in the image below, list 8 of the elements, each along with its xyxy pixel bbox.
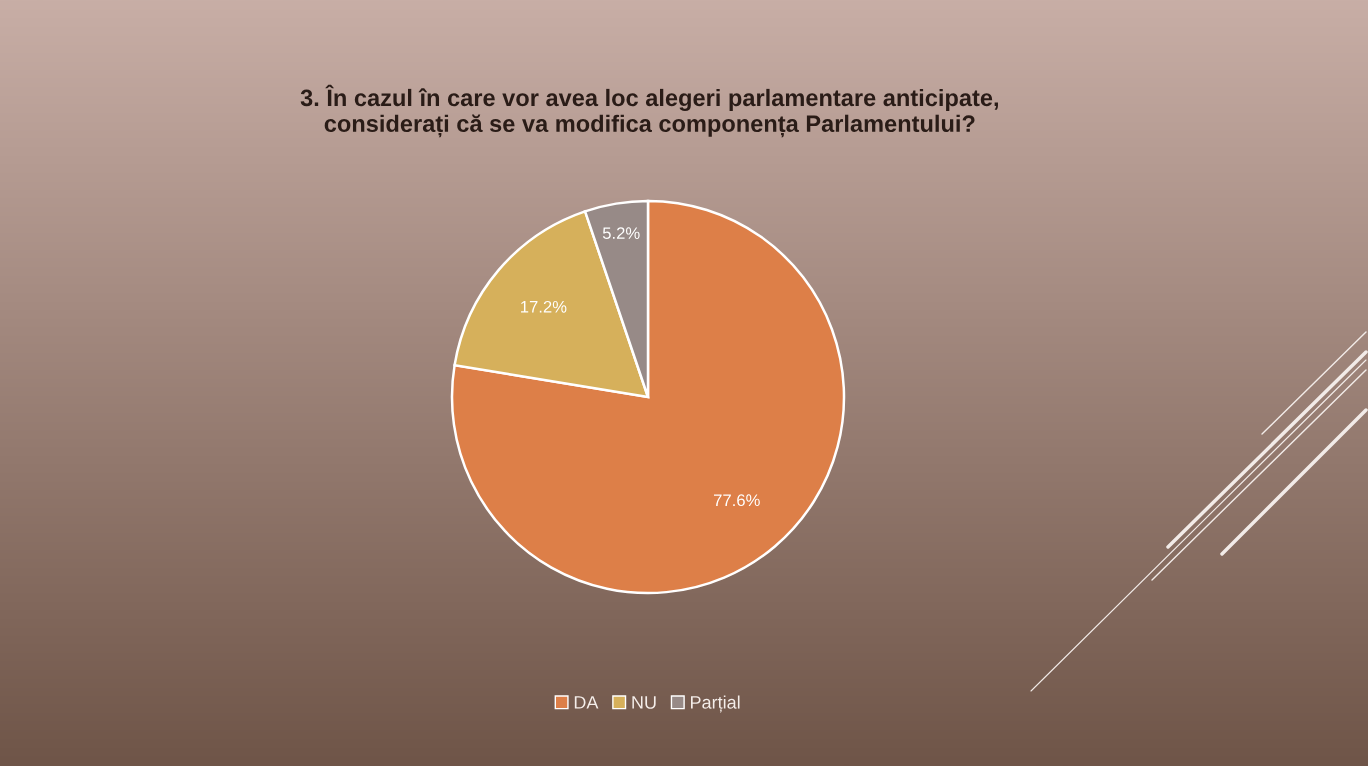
legend-label: NU (632, 696, 656, 709)
legend-label: DA (574, 696, 599, 709)
legend-label: Parțial (691, 695, 740, 713)
data-label: 17.2% (521, 300, 567, 313)
data-label: 5.2% (602, 227, 640, 240)
chart-title: 3. În cazul în care vor avea loc alegeri parlamentare anticipate, considerați că se va modifica componența Parlamentului? (300, 84, 998, 138)
pie-slice (450, 199, 846, 595)
data-label: 77.6% (714, 494, 760, 507)
